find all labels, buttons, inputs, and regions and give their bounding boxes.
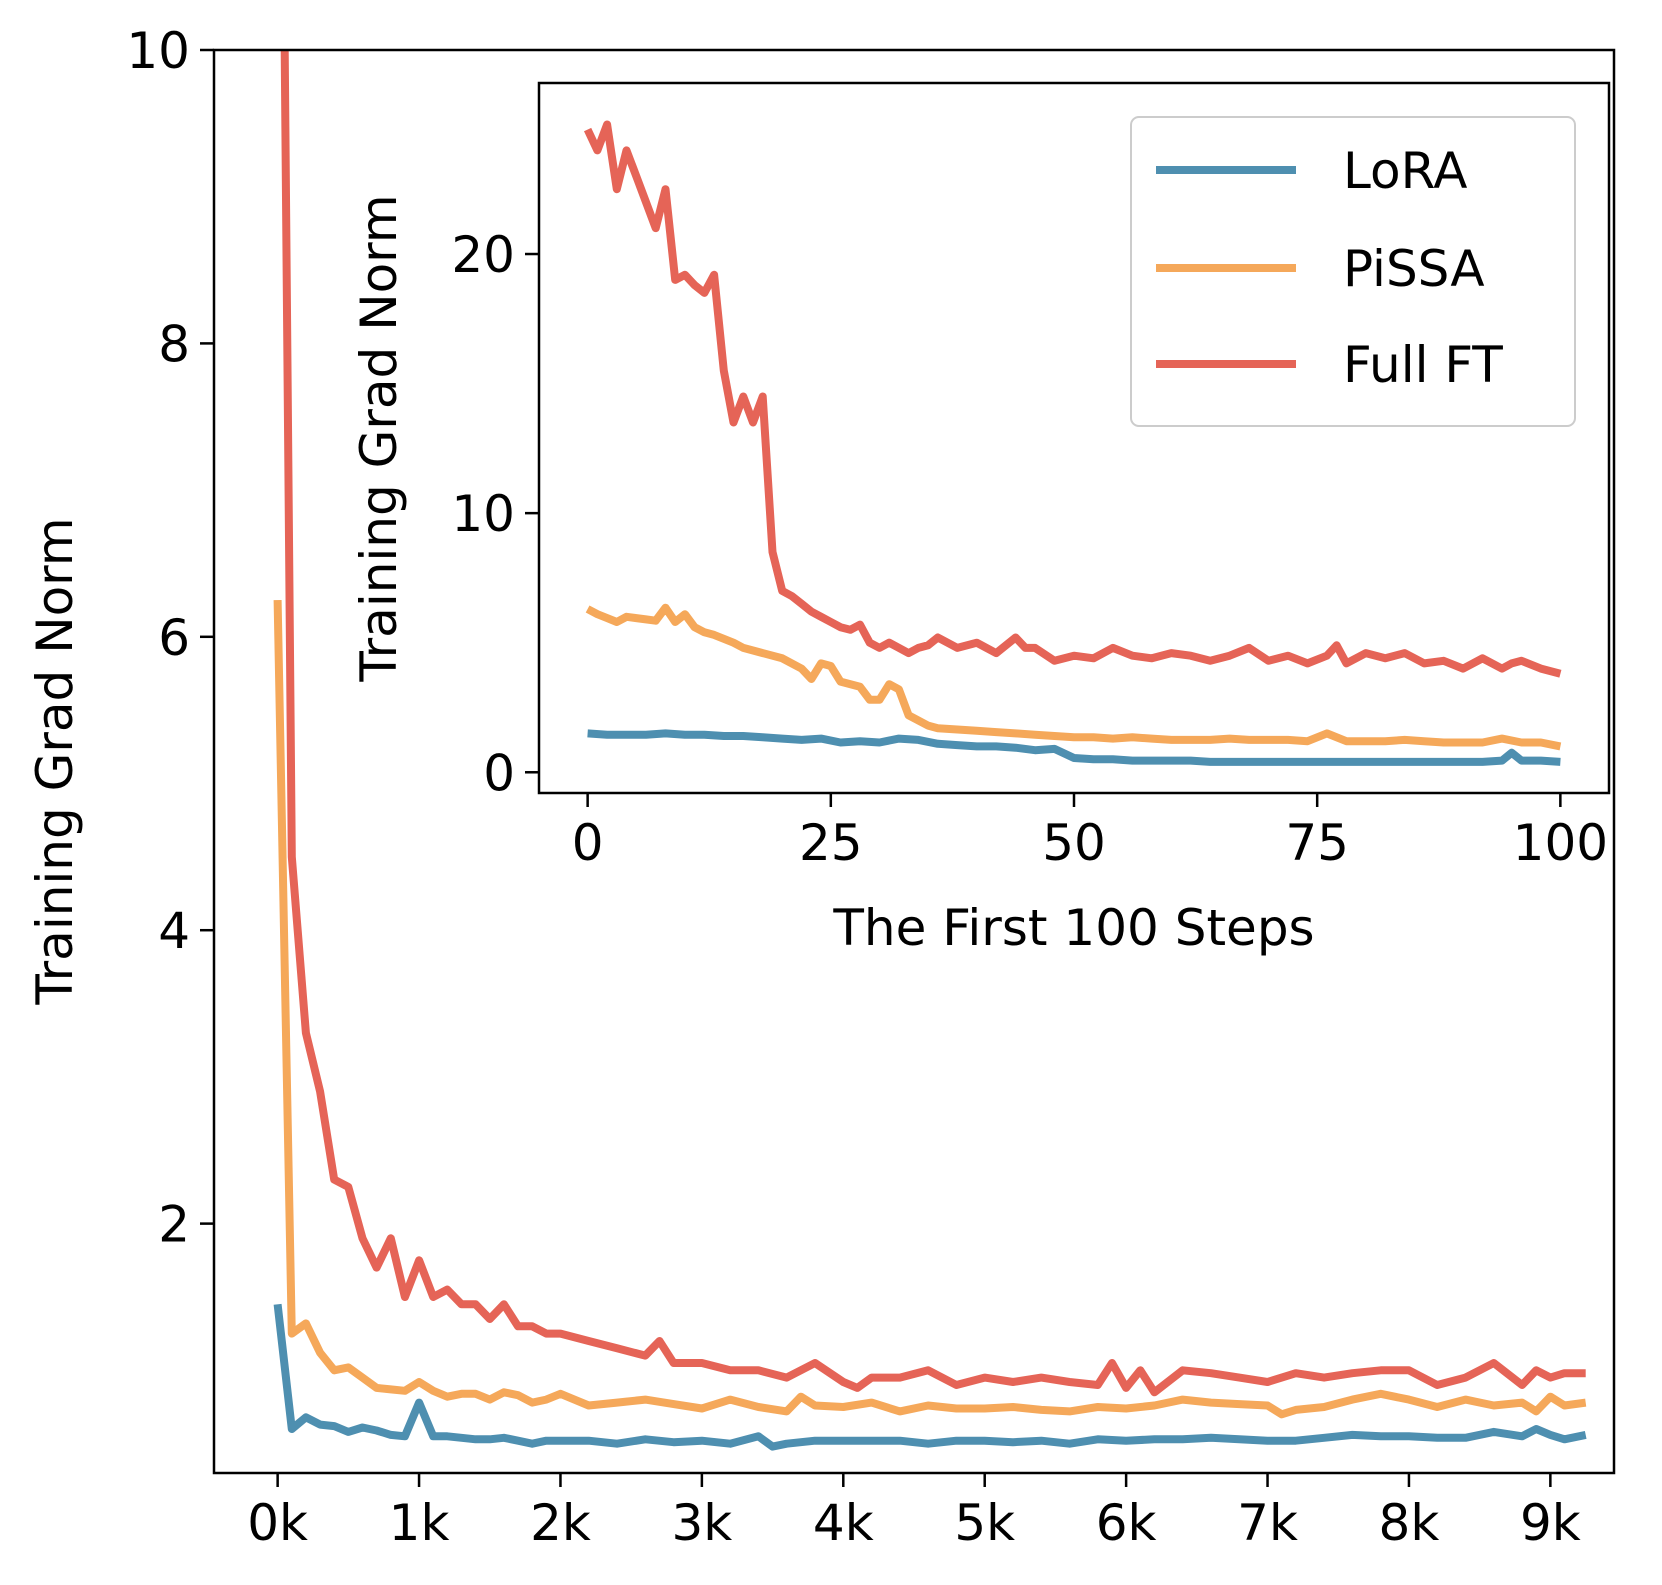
legend-entry-lora: LoRA bbox=[1156, 142, 1468, 200]
main-plot-frame bbox=[212, 48, 1616, 1475]
main-x-tick-label: 2k bbox=[530, 1494, 591, 1552]
inset-x-tick-label: 25 bbox=[799, 814, 863, 872]
legend-box bbox=[1130, 116, 1576, 427]
inset-x-axis: 0 25 50 75 100 bbox=[572, 793, 1608, 872]
inset-y-tick-label: 0 bbox=[483, 744, 515, 802]
legend-label-full-ft: Full FT bbox=[1343, 336, 1503, 394]
inset-y-tick-label: 10 bbox=[451, 485, 515, 543]
main-x-tick-label: 6k bbox=[1096, 1494, 1157, 1552]
inset-x-tick-label: 75 bbox=[1285, 814, 1349, 872]
main-y-tick-label: 10 bbox=[126, 22, 190, 80]
legend-entry-full-ft: Full FT bbox=[1156, 336, 1503, 394]
inset-series-line-lora bbox=[587, 729, 1561, 766]
legend-entry-pissa: PiSSA bbox=[1156, 240, 1485, 298]
legend-label-pissa: PiSSA bbox=[1343, 240, 1485, 298]
inset-series-line-full-ft bbox=[583, 120, 1562, 678]
inset-x-tick-label: 50 bbox=[1042, 814, 1106, 872]
inset-series-lines bbox=[583, 120, 1562, 766]
inset-series-line-pissa bbox=[585, 603, 1562, 751]
inset-plot: 0 25 50 75 100 0 10 20 The First 100 Steps Tra… bbox=[350, 81, 1611, 957]
main-series-line-full-ft bbox=[280, 50, 1586, 1397]
main-y-axis: 2 4 6 8 10 bbox=[126, 22, 214, 1254]
main-x-tick-label: 0k bbox=[247, 1494, 308, 1552]
main-x-tick-label: 3k bbox=[671, 1494, 732, 1552]
inset-x-axis-label: The First 100 Steps bbox=[832, 899, 1314, 957]
main-x-tick-label: 8k bbox=[1379, 1494, 1440, 1552]
main-x-tick-label: 4k bbox=[813, 1494, 874, 1552]
inset-x-tick-label: 100 bbox=[1513, 814, 1608, 872]
inset-y-axis: 0 10 20 bbox=[451, 226, 539, 802]
main-x-tick-label: 1k bbox=[389, 1494, 450, 1552]
main-series-line-lora bbox=[273, 1303, 1587, 1451]
main-x-tick-label: 9k bbox=[1520, 1494, 1581, 1552]
main-x-tick-label: 7k bbox=[1237, 1494, 1298, 1552]
main-plot: 0k 1k 2k 3k 4k 5k 6k 7k 8k 9k 2 4 6 8 10 Training Gra… bbox=[26, 22, 1616, 1552]
legend-label-lora: LoRA bbox=[1343, 142, 1468, 200]
legend: LoRA PiSSA Full FT bbox=[1130, 116, 1576, 427]
main-y-tick-label: 2 bbox=[158, 1196, 190, 1254]
inset-y-tick-label: 20 bbox=[451, 226, 515, 284]
main-y-axis-label: Training Grad Norm bbox=[26, 517, 84, 1005]
main-y-tick-label: 8 bbox=[158, 315, 190, 373]
main-y-tick-label: 6 bbox=[158, 609, 190, 667]
main-series-line-pissa bbox=[273, 600, 1587, 1419]
main-y-tick-label: 4 bbox=[158, 902, 190, 960]
main-x-axis: 0k 1k 2k 3k 4k 5k 6k 7k 8k 9k bbox=[247, 1473, 1581, 1552]
main-series-lines bbox=[273, 50, 1587, 1451]
inset-y-axis-label: Training Grad Norm bbox=[350, 194, 408, 682]
main-x-tick-label: 5k bbox=[954, 1494, 1015, 1552]
inset-x-tick-label: 0 bbox=[572, 814, 604, 872]
